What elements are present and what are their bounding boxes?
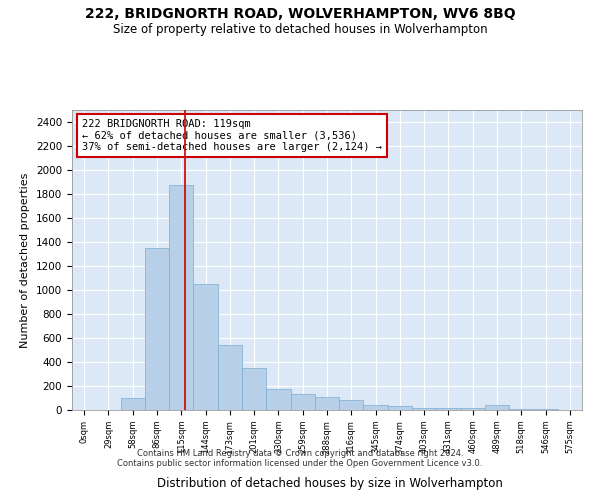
Bar	[485, 405, 509, 410]
Bar	[242, 368, 266, 410]
Bar	[193, 284, 218, 410]
Bar	[218, 345, 242, 410]
Bar	[315, 397, 339, 410]
Bar	[169, 185, 193, 410]
Bar	[436, 408, 461, 410]
Text: 222, BRIDGNORTH ROAD, WOLVERHAMPTON, WV6 8BQ: 222, BRIDGNORTH ROAD, WOLVERHAMPTON, WV6…	[85, 8, 515, 22]
Bar	[339, 400, 364, 410]
Text: 222 BRIDGNORTH ROAD: 119sqm
← 62% of detached houses are smaller (3,536)
37% of : 222 BRIDGNORTH ROAD: 119sqm ← 62% of det…	[82, 119, 382, 152]
Bar	[388, 406, 412, 410]
Text: Contains HM Land Registry data © Crown copyright and database right 2024.: Contains HM Land Registry data © Crown c…	[137, 448, 463, 458]
Bar	[364, 404, 388, 410]
Bar	[412, 408, 436, 410]
Y-axis label: Number of detached properties: Number of detached properties	[20, 172, 31, 348]
Bar	[121, 398, 145, 410]
Bar	[266, 389, 290, 410]
Text: Distribution of detached houses by size in Wolverhampton: Distribution of detached houses by size …	[157, 477, 503, 490]
Bar	[461, 408, 485, 410]
Bar	[290, 394, 315, 410]
Bar	[145, 248, 169, 410]
Text: Size of property relative to detached houses in Wolverhampton: Size of property relative to detached ho…	[113, 22, 487, 36]
Text: Contains public sector information licensed under the Open Government Licence v3: Contains public sector information licen…	[118, 458, 482, 468]
